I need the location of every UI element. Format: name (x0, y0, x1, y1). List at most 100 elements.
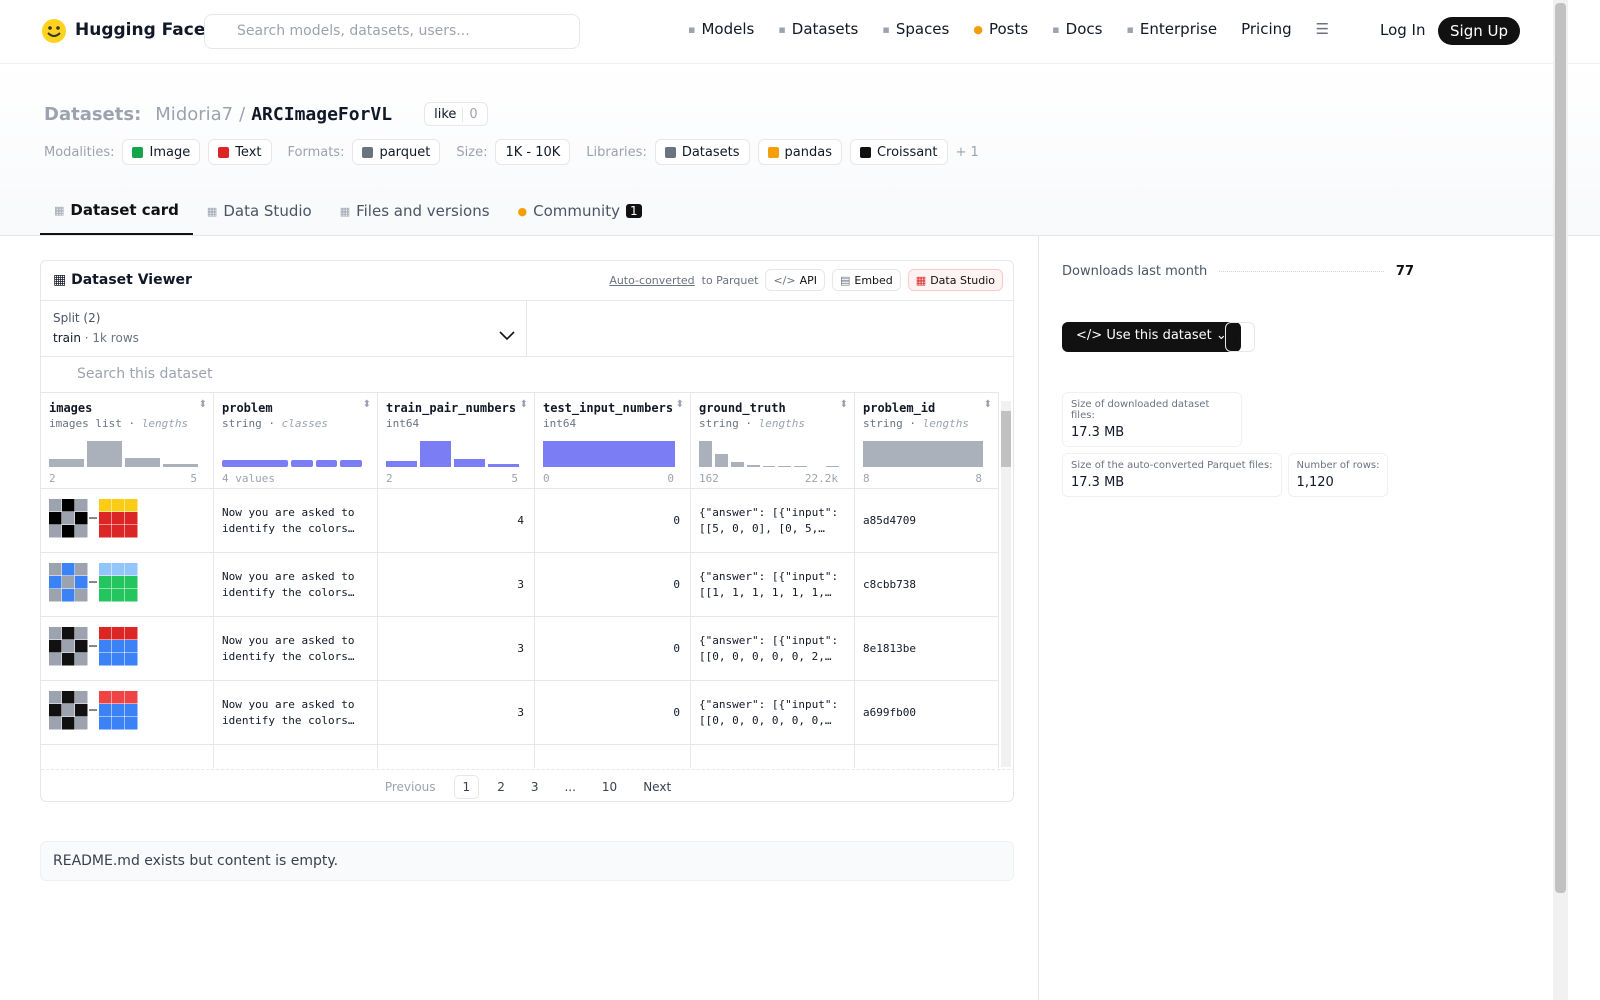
page[interactable]: ... (564, 779, 576, 794)
use-dataset[interactable]: </> Use this dataset ⌄ (1062, 322, 1241, 352)
column-dtype: int64 (386, 417, 420, 430)
hist-bar (730, 461, 744, 467)
split-value: train · 1k rows (53, 331, 139, 345)
size-box: Size of the auto-converted Parquet files… (1062, 453, 1282, 497)
tab[interactable]: ● Community 1 (504, 187, 656, 235)
viewer-button[interactable]: ▤ Embed (831, 269, 901, 291)
tag-text: Text (235, 144, 262, 160)
cell: Now you are asked to identify the colors… (214, 616, 377, 680)
column-name: train_pair_numbers (386, 401, 517, 415)
column-kind: lengths (922, 417, 969, 430)
cell (41, 552, 213, 616)
nav-link[interactable]: ● Posts (973, 20, 1028, 38)
cell-value: 0 (673, 513, 680, 527)
cell: Now you are asked to identify the colors… (214, 680, 377, 744)
column-dtype: string (863, 417, 903, 430)
nav-link-text: Spaces (895, 20, 950, 38)
tags: Modalities: Image Text Formats: parquet Size:… (44, 139, 979, 165)
column-type: images list · lengths (49, 417, 188, 430)
histogram (863, 439, 983, 467)
column-type: int64 (386, 417, 419, 430)
nav-link[interactable]: ▪ Spaces (882, 20, 949, 38)
size-value: 17.3 MB (1071, 475, 1125, 490)
tag-group-label: Size: (456, 144, 488, 160)
cell: 0 (535, 616, 690, 680)
more-tags[interactable]: + 1 (955, 144, 979, 160)
dataset-search[interactable]: Search this dataset (77, 366, 213, 382)
column-type: string · lengths (863, 417, 969, 430)
column: test_input_numbers ⬍ int64 0 0 0 0 0 0 (535, 393, 691, 768)
hist-bar (778, 465, 792, 467)
cell: 4 (378, 488, 534, 552)
size-box: Size of downloaded dataset files: 17.3 MB (1062, 392, 1242, 447)
hist-bar (699, 441, 712, 467)
page[interactable]: 1 (453, 774, 480, 799)
cell: 3 (378, 552, 534, 616)
search-box[interactable]: Search models, datasets, users... (204, 14, 580, 49)
size-value: 1,120 (1296, 475, 1334, 490)
viewer-title-text: Dataset Viewer (71, 272, 192, 288)
viewer-button[interactable]: </> API (765, 269, 825, 291)
cell-value: Now you are asked to identify the colors… (222, 505, 355, 535)
auto-converted[interactable]: Auto-converted (609, 273, 695, 287)
nav-link[interactable]: ▪ Enterprise (1126, 20, 1217, 38)
cell-value: 3 (517, 705, 524, 719)
column-name: test_input_numbers (543, 401, 674, 415)
cell (535, 744, 690, 768)
cell: a699fb00 (855, 680, 998, 744)
login[interactable]: Log In (1380, 21, 1426, 39)
cell: {"answer": [{"input": [[1, 1, 1, 1, 1, 1… (691, 552, 854, 616)
cell-value: 4 (517, 513, 524, 527)
tabs: ▦ Dataset card ▦ Data Studio ▦ Files and vers… (40, 187, 656, 235)
cell-value: {"answer": [{"input": [[0, 0, 0, 0, 0, 0… (699, 697, 839, 727)
tag[interactable]: Datasets (654, 139, 750, 165)
cell: Now you are asked to identify the colors… (214, 552, 377, 616)
prefix: Datasets: (44, 103, 142, 125)
nav-link[interactable]: Pricing (1241, 20, 1292, 38)
viewer-button[interactable]: ▦ Data Studio (907, 269, 1003, 291)
page[interactable]: 3 (530, 779, 539, 794)
nav-menu[interactable]: ☰ (1315, 20, 1330, 38)
nav-icon: ▪ (778, 22, 786, 36)
nav-link[interactable]: ▪ Docs (1052, 20, 1102, 38)
page[interactable]: 10 (601, 779, 618, 794)
nav-link[interactable]: ▪ Models (688, 20, 754, 38)
like-button[interactable]: like 0 (424, 102, 488, 126)
hist-bar (420, 441, 451, 467)
brand: Hugging Face (75, 20, 206, 40)
hist-bar (454, 459, 485, 467)
owner[interactable]: Midoria7 (155, 103, 234, 125)
cell-value: c8cbb738 (863, 577, 916, 591)
like: like (434, 106, 457, 122)
tag[interactable]: Croissant (849, 139, 948, 165)
tag[interactable]: parquet (352, 139, 441, 165)
thumbnail (49, 498, 138, 537)
column-dtype: string (222, 417, 262, 430)
signup[interactable]: Sign Up (1438, 17, 1520, 45)
cell: {"answer": [{"input": [[0, 0, 0, 0, 0, 0… (691, 680, 854, 744)
tag-text: pandas (784, 144, 832, 160)
split-select[interactable]: Split (2) train · 1k rows (41, 301, 527, 357)
cell: a85d4709 (855, 488, 998, 552)
tab[interactable]: ▦ Dataset card (40, 187, 193, 235)
nav-link[interactable]: ▪ Datasets (778, 20, 858, 38)
cell: 3 (378, 616, 534, 680)
tag[interactable]: Image (122, 139, 201, 165)
nav-icon: ▪ (1126, 22, 1134, 36)
cell-value: Now you are asked to identify the colors… (222, 569, 355, 599)
column: train_pair_numbers ⬍ int64 2 5 4 3 3 3 (378, 393, 535, 768)
more-menu[interactable]: ⋮ (1225, 322, 1255, 352)
tag-icon (767, 146, 779, 158)
tag[interactable]: Text (208, 139, 272, 165)
next[interactable]: Next (643, 779, 672, 794)
tag[interactable]: 1K - 10K (495, 139, 571, 165)
tag-text: Datasets (681, 144, 740, 160)
column-name: problem (222, 401, 273, 415)
tab[interactable]: ▦ Data Studio (193, 187, 326, 235)
page[interactable]: 2 (497, 779, 505, 794)
likes: 0 (462, 106, 478, 122)
tab[interactable]: ▦ Files and versions (326, 187, 504, 235)
repo-name[interactable]: ARCImageForVL (251, 103, 393, 125)
tag[interactable]: pandas (757, 139, 842, 165)
